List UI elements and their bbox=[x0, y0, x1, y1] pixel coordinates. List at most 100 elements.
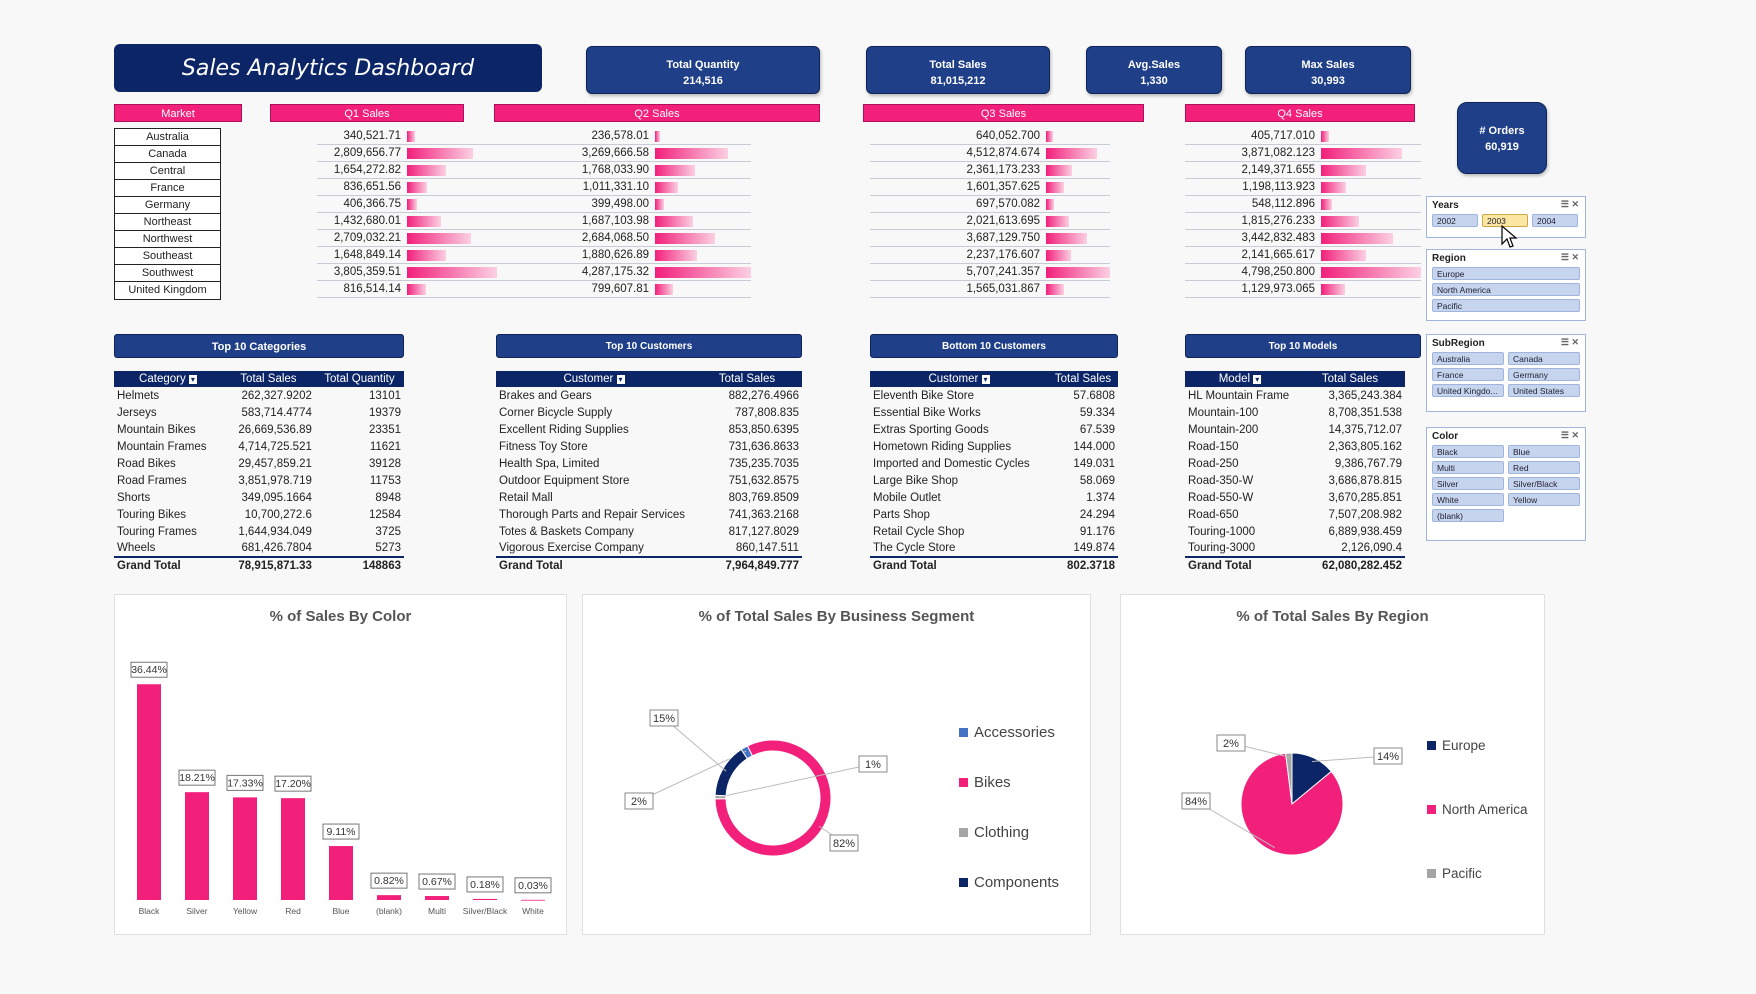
table-row[interactable]: Road-250 9,386,767.79 bbox=[1185, 455, 1405, 472]
slicer-item-europe[interactable]: Europe bbox=[1432, 267, 1580, 280]
table-row[interactable]: Eleventh Bike Store 57.6808 bbox=[870, 387, 1118, 404]
slicer-item-north-america[interactable]: North America bbox=[1432, 283, 1580, 296]
slicer-item[interactable]: United Kingdo... bbox=[1432, 384, 1504, 397]
filter-icon[interactable]: ▾ bbox=[1253, 375, 1262, 384]
table-row[interactable]: Outdoor Equipment Store 751,632.8575 bbox=[496, 472, 802, 489]
pie-slice[interactable] bbox=[714, 748, 748, 797]
filter-icon[interactable]: ▾ bbox=[188, 375, 197, 384]
legend-item[interactable]: Europe bbox=[1427, 713, 1528, 777]
pie-slice[interactable] bbox=[714, 739, 832, 857]
legend-item[interactable]: Components bbox=[959, 857, 1059, 907]
slicer-item[interactable]: Red bbox=[1508, 461, 1580, 474]
table-row[interactable]: Touring-3000 2,126,090.4 bbox=[1185, 540, 1405, 557]
slicer-item[interactable]: France bbox=[1432, 368, 1504, 381]
market-item[interactable]: Germany bbox=[115, 197, 220, 214]
slicer-item[interactable]: Multi bbox=[1432, 461, 1504, 474]
table-row[interactable]: Retail Cycle Shop 91.176 bbox=[870, 523, 1118, 540]
filter-icon[interactable]: ▾ bbox=[981, 375, 990, 384]
table-row[interactable]: Excellent Riding Supplies 853,850.6395 bbox=[496, 421, 802, 438]
table-row[interactable]: Wheels 681,426.7804 5273 bbox=[114, 540, 404, 557]
table-row[interactable]: Road Bikes 29,457,859.21 39128 bbox=[114, 455, 404, 472]
table-row[interactable]: The Cycle Store 149.874 bbox=[870, 540, 1118, 557]
table-row[interactable]: Hometown Riding Supplies 144.000 bbox=[870, 438, 1118, 455]
pie-slice[interactable] bbox=[1285, 752, 1293, 805]
clear-filter-icon[interactable]: ☰ ✕ bbox=[1560, 199, 1579, 209]
bar[interactable] bbox=[473, 898, 497, 900]
table-row[interactable]: Mountain-200 14,375,712.07 bbox=[1185, 421, 1405, 438]
bar[interactable] bbox=[377, 895, 401, 900]
market-item[interactable]: Canada bbox=[115, 146, 220, 163]
table-row[interactable]: Essential Bike Works 59.334 bbox=[870, 404, 1118, 421]
bar[interactable] bbox=[233, 797, 257, 900]
slicer-item[interactable]: Germany bbox=[1508, 368, 1580, 381]
slicer-item-2004[interactable]: 2004 bbox=[1532, 214, 1578, 227]
table-row[interactable]: Large Bike Shop 58.069 bbox=[870, 472, 1118, 489]
bar[interactable] bbox=[329, 846, 353, 900]
market-item[interactable]: United Kingdom bbox=[128, 284, 207, 296]
table-row[interactable]: Road-150 2,363,805.162 bbox=[1185, 438, 1405, 455]
slicer-item-2003[interactable]: 2003 bbox=[1482, 214, 1528, 227]
clear-filter-icon[interactable]: ☰ ✕ bbox=[1560, 252, 1579, 262]
slicer-item[interactable]: Black bbox=[1432, 445, 1504, 458]
slicer-item[interactable]: Yellow bbox=[1508, 493, 1580, 506]
table-row[interactable]: Mountain Bikes 26,669,536.89 23351 bbox=[114, 421, 404, 438]
pie-slice[interactable] bbox=[1240, 752, 1344, 856]
table-row[interactable]: Retail Mall 803,769.8509 bbox=[496, 489, 802, 506]
legend-item[interactable]: North America bbox=[1427, 777, 1528, 841]
table-row[interactable]: Road Frames 3,851,978.719 11753 bbox=[114, 472, 404, 489]
legend-item[interactable]: Clothing bbox=[959, 807, 1059, 857]
table-row[interactable]: Shorts 349,095.1664 8948 bbox=[114, 489, 404, 506]
clear-filter-icon[interactable]: ☰ ✕ bbox=[1560, 337, 1579, 347]
table-row[interactable]: Helmets 262,327.9202 13101 bbox=[114, 387, 404, 404]
table-row[interactable]: Extras Sporting Goods 67.539 bbox=[870, 421, 1118, 438]
clear-filter-icon[interactable]: ☰ ✕ bbox=[1560, 430, 1579, 440]
table-row[interactable]: HL Mountain Frame 3,365,243.384 bbox=[1185, 387, 1405, 404]
slicer-item[interactable]: Silver bbox=[1432, 477, 1504, 490]
table-row[interactable]: Corner Bicycle Supply 787,808.835 bbox=[496, 404, 802, 421]
slicer-item[interactable]: Blue bbox=[1508, 445, 1580, 458]
legend-item[interactable]: Bikes bbox=[959, 757, 1059, 807]
table-row[interactable]: Brakes and Gears 882,276.4966 bbox=[496, 387, 802, 404]
table-row[interactable]: Thorough Parts and Repair Services 741,36… bbox=[496, 506, 802, 523]
slicer-item[interactable]: White bbox=[1432, 493, 1504, 506]
table-row[interactable]: Road-550-W 3,670,285.851 bbox=[1185, 489, 1405, 506]
bar[interactable] bbox=[425, 896, 449, 900]
bar[interactable] bbox=[521, 899, 545, 901]
slicer-item-2002[interactable]: 2002 bbox=[1432, 214, 1478, 227]
table-row[interactable]: Mountain-100 8,708,351.538 bbox=[1185, 404, 1405, 421]
slicer-item[interactable]: Australia bbox=[1432, 352, 1504, 365]
table-row[interactable]: Mountain Frames 4,714,725.521 11621 bbox=[114, 438, 404, 455]
table-row[interactable]: Vigorous Exercise Company 860,147.511 bbox=[496, 540, 802, 557]
market-item[interactable]: Central bbox=[115, 163, 220, 180]
slicer-item[interactable]: Silver/Black bbox=[1508, 477, 1580, 490]
market-item[interactable]: Northwest bbox=[115, 231, 220, 248]
slicer-item[interactable]: Canada bbox=[1508, 352, 1580, 365]
table-row[interactable]: Touring Frames 1,644,934.049 3725 bbox=[114, 523, 404, 540]
slicer-item[interactable]: (blank) bbox=[1432, 509, 1504, 522]
bar[interactable] bbox=[185, 792, 209, 900]
table-row[interactable]: Mobile Outlet 1.374 bbox=[870, 489, 1118, 506]
column-header[interactable]: Customer ▾ bbox=[496, 371, 692, 387]
table-row[interactable]: Imported and Domestic Cycles 149.031 bbox=[870, 455, 1118, 472]
table-row[interactable]: Parts Shop 24.294 bbox=[870, 506, 1118, 523]
table-row[interactable]: Touring Bikes 10,700,272.6 12584 bbox=[114, 506, 404, 523]
market-item[interactable]: Southeast bbox=[115, 248, 220, 265]
table-row[interactable]: Health Spa, Limited 735,235.7035 bbox=[496, 455, 802, 472]
market-item[interactable]: Southwest bbox=[115, 265, 220, 282]
table-row[interactable]: Fitness Toy Store 731,636.8633 bbox=[496, 438, 802, 455]
market-item[interactable]: France bbox=[115, 180, 220, 197]
legend-item[interactable]: Accessories bbox=[959, 707, 1059, 757]
table-row[interactable]: Road-350-W 3,686,878.815 bbox=[1185, 472, 1405, 489]
column-header[interactable]: Model ▾ bbox=[1185, 371, 1295, 387]
table-row[interactable]: Totes & Baskets Company 817,127.8029 bbox=[496, 523, 802, 540]
column-header[interactable]: Customer ▾ bbox=[870, 371, 1048, 387]
market-item[interactable]: Northeast bbox=[115, 214, 220, 231]
filter-icon[interactable]: ▾ bbox=[616, 375, 625, 384]
table-row[interactable]: Jerseys 583,714.4774 19379 bbox=[114, 404, 404, 421]
slicer-item-pacific[interactable]: Pacific bbox=[1432, 299, 1580, 312]
bar[interactable] bbox=[281, 798, 305, 900]
column-header[interactable]: Category ▾ bbox=[114, 371, 222, 387]
market-item[interactable]: Australia bbox=[115, 129, 220, 146]
slicer-item[interactable]: United States bbox=[1508, 384, 1580, 397]
table-row[interactable]: Road-650 7,507,208.982 bbox=[1185, 506, 1405, 523]
